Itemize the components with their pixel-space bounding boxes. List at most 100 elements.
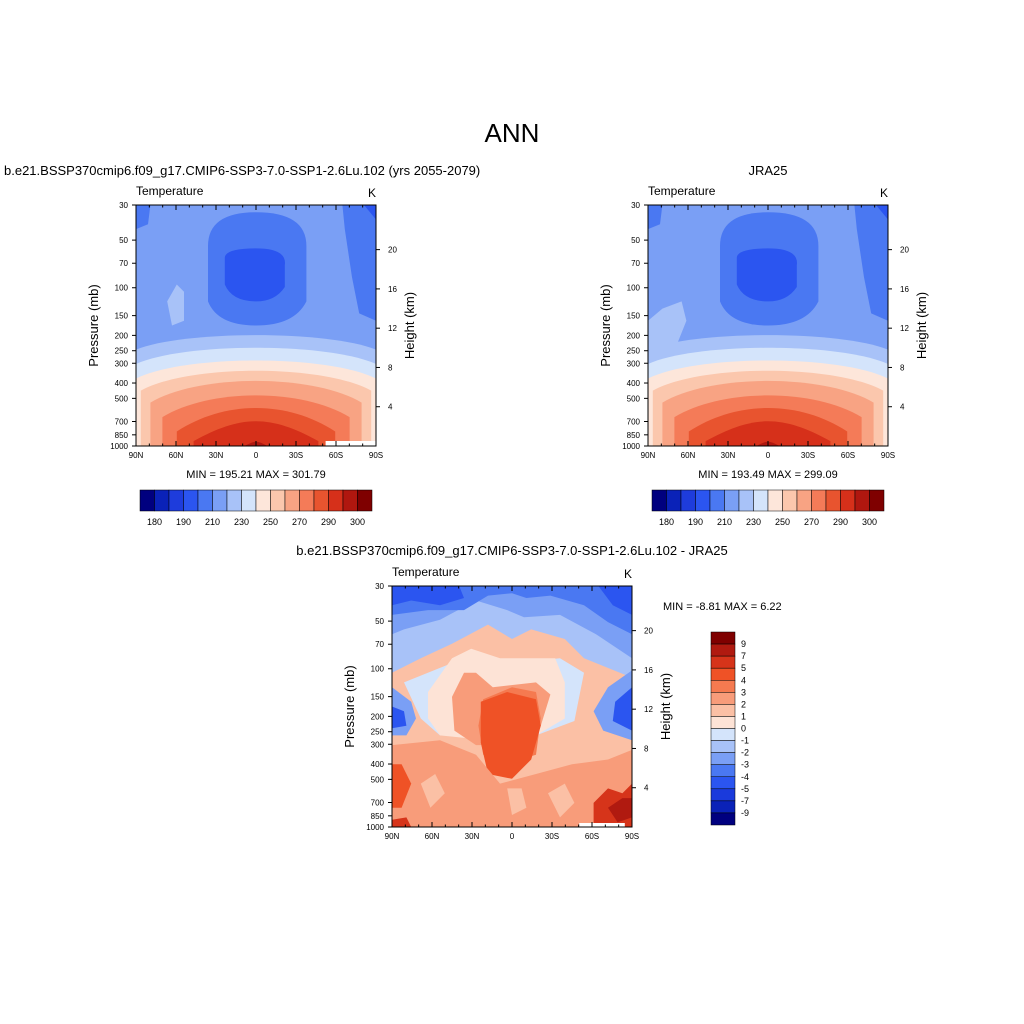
diff-colorbar-label: -9 (741, 808, 749, 818)
obs-ytick-label: 700 (627, 417, 641, 426)
model-ytick-label: 70 (119, 259, 128, 268)
diff-ylabel: Pressure (mb) (342, 665, 357, 747)
model-min-max: MIN = 195.21 MAX = 301.79 (186, 469, 326, 481)
diff-colorbar-swatch (710, 788, 736, 802)
obs-colorbar-swatch (651, 489, 667, 512)
obs-polar-colder-s (876, 205, 888, 220)
obs-ytick-label: 1000 (622, 442, 640, 451)
obs-xtick-label: 30N (721, 451, 736, 460)
obs-colorbar-swatch (709, 489, 725, 512)
obs-ytick-label: 150 (627, 312, 641, 321)
obs-colorbar-swatch (796, 489, 812, 512)
obs-ytick-label: 100 (627, 284, 641, 293)
model-ytick-label: 1000 (110, 442, 128, 451)
diff-units-label: K (624, 567, 633, 581)
model-ytick-label: 500 (115, 394, 129, 403)
diff-colorbar-label: 4 (741, 675, 746, 685)
model-colorbar-label: 290 (321, 517, 336, 527)
obs-axes: 90N 60N 30N 0 30S 60S 90S 30 50 70 100 150 200 250 300… (598, 201, 929, 460)
model-polar-cold-n (136, 205, 151, 230)
model-colorbar-swatch (284, 489, 300, 512)
diff-lower-n-warm (392, 764, 412, 808)
diff-mask (579, 823, 625, 827)
model-colorbar-swatch (342, 489, 358, 512)
diff-ytick-label: 50 (375, 617, 384, 626)
obs-y2label: Height (km) (914, 292, 929, 359)
diff-colorbar-swatch (710, 667, 736, 681)
model-y2tick-label: 4 (388, 403, 393, 412)
diff-colorbar-label: -7 (741, 796, 749, 806)
obs-min-max: MIN = 193.49 MAX = 299.09 (698, 469, 838, 481)
diff-xtick-label: 90S (625, 832, 639, 841)
model-colorbar-swatch (313, 489, 329, 512)
diff-colorbar-swatch (710, 704, 736, 717)
diff-y2label: Height (km) (658, 673, 673, 740)
model-contour-field (136, 205, 376, 446)
diff-colorbar-label: 5 (741, 663, 746, 673)
model-warm-patch (167, 284, 184, 326)
diff-strat-cool-4 (392, 586, 464, 606)
diff-colorbar-swatch (710, 800, 736, 814)
diff-colorbar-label: 9 (741, 639, 746, 649)
obs-colorbar-label: 190 (688, 517, 703, 527)
diff-colorbar-swatch (710, 740, 736, 753)
obs-xtick-label: 60S (841, 451, 855, 460)
diff-colorbar-label: 7 (741, 651, 746, 661)
model-xtick-label: 30N (209, 451, 224, 460)
model-ytick-label: 400 (115, 379, 129, 388)
obs-colorbar-swatch (825, 489, 841, 512)
model-xtick-label: 90S (369, 451, 383, 460)
diff-colorbar-label: -3 (741, 760, 749, 770)
obs-colorbar-label: 210 (717, 517, 732, 527)
diff-y2tick-label: 12 (644, 705, 653, 714)
obs-colorbar-swatch (680, 489, 696, 512)
diff-xtick-label: 60S (585, 832, 599, 841)
diff-y2tick-label: 4 (644, 784, 649, 793)
model-colorbar-label: 250 (263, 517, 278, 527)
model-y2tick-label: 16 (388, 285, 397, 294)
diff-variable-label: Temperature (392, 565, 460, 579)
model-colorbar-swatch (154, 489, 170, 512)
model-colorbar-swatch (241, 489, 257, 512)
diff-xtick-label: 30S (545, 832, 559, 841)
diff-colorbar-swatch (710, 776, 736, 790)
diff-patch-1 (420, 774, 445, 808)
obs-ytick-label: 500 (627, 394, 641, 403)
model-colorbar-swatch (255, 489, 271, 512)
obs-colorbar-swatch (738, 489, 754, 512)
diff-colorbar-swatch (710, 643, 736, 657)
model-colorbar-swatch (270, 489, 286, 512)
model-colorbar: 180 190 210 230 250 270 290 300 (139, 489, 373, 527)
obs-units-label: K (880, 186, 889, 200)
diff-ytick-label: 100 (371, 665, 385, 674)
model-colorbar-label: 230 (234, 517, 249, 527)
model-ytick-label: 300 (115, 359, 129, 368)
diff-colorbar-swatch (710, 716, 736, 729)
obs-y2tick-label: 16 (900, 285, 909, 294)
model-colorbar-swatch (139, 489, 155, 512)
diff-ytick-label: 300 (371, 740, 385, 749)
obs-polar-cold-n (648, 205, 663, 230)
obs-colorbar-swatch (840, 489, 856, 512)
model-ytick-label: 850 (115, 431, 129, 440)
model-mask (325, 441, 376, 446)
model-ytick-label: 30 (119, 201, 128, 210)
obs-ytick-label: 30 (631, 201, 640, 210)
obs-polar-cold-s (854, 205, 888, 321)
obs-y2tick-label: 20 (900, 246, 909, 255)
model-variable-label: Temperature (136, 184, 204, 198)
model-xtick-label: 60S (329, 451, 343, 460)
diff-ytick-label: 400 (371, 760, 385, 769)
model-xtick-label: 90N (129, 451, 144, 460)
model-colorbar-label: 300 (350, 517, 365, 527)
diff-xtick-label: 60N (425, 832, 440, 841)
obs-tropopause-coldest (736, 248, 797, 302)
obs-xtick-label: 90S (881, 451, 895, 460)
diff-colorbar-swatch (710, 680, 736, 693)
obs-y2tick-label: 4 (900, 403, 905, 412)
obs-ytick-label: 850 (627, 431, 641, 440)
obs-xtick-label: 60N (681, 451, 696, 460)
model-colorbar-swatch (299, 489, 315, 512)
model-axes: 90N 60N 30N 0 30S 60S 90S 30 50 70 100 150 200 250 300… (86, 201, 417, 460)
